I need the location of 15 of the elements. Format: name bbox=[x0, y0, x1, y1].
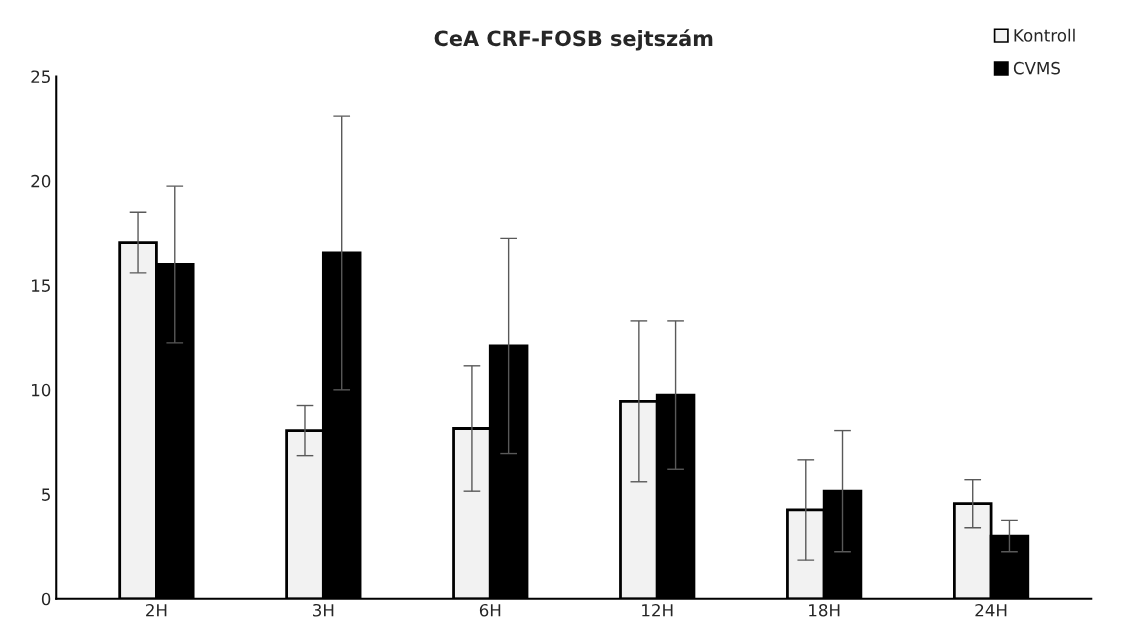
y-tick-label: 10 bbox=[32, 383, 51, 397]
x-tick-label: 12H bbox=[642, 603, 673, 617]
y-tick-label: 25 bbox=[31, 70, 50, 84]
legend-label: Kontroll bbox=[1014, 28, 1075, 42]
x-tick-label: 18H bbox=[809, 603, 840, 617]
x-tick-label: 24H bbox=[975, 603, 1007, 617]
y-tick-label: 20 bbox=[31, 174, 51, 188]
y-tick-label: 5 bbox=[42, 488, 50, 501]
x-tick-label: 3H bbox=[313, 603, 334, 617]
x-tick-label: 2H bbox=[146, 603, 167, 617]
y-tick-label: 0 bbox=[41, 592, 51, 606]
x-tick-label: 6H bbox=[479, 603, 501, 617]
y-tick-label: 15 bbox=[32, 279, 50, 292]
chart-title: CeA CRF-FOSB sejtszám bbox=[434, 29, 713, 51]
legend-label: CVMS bbox=[1013, 61, 1060, 75]
